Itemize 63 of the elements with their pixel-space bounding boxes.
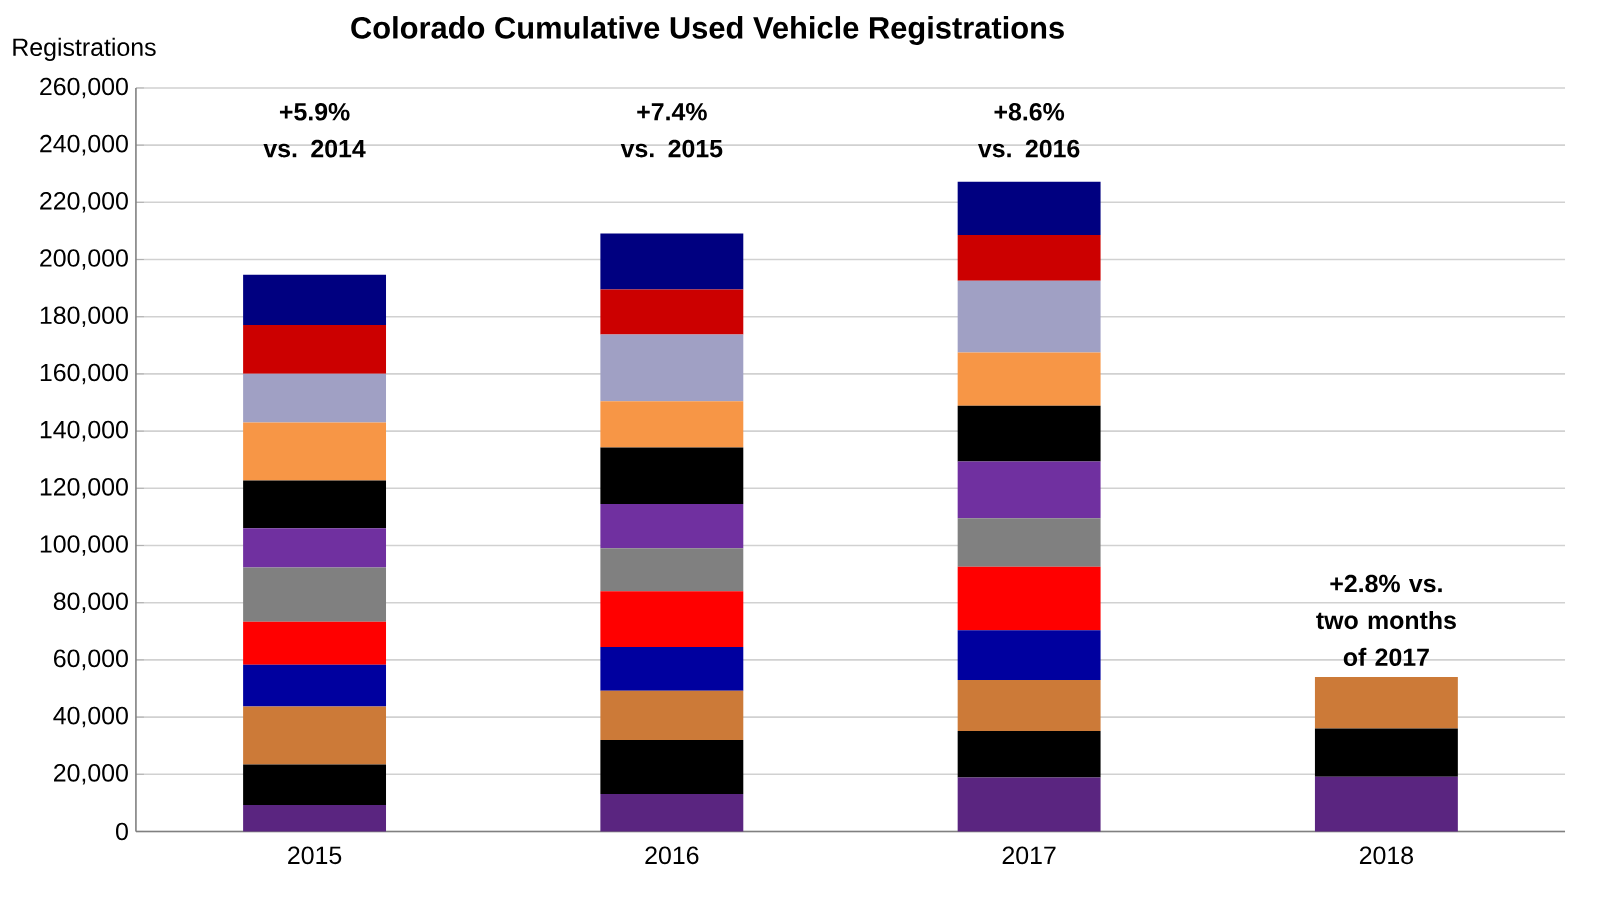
bar xyxy=(1314,776,1458,832)
bar xyxy=(1314,728,1458,777)
bar xyxy=(243,621,387,665)
bar xyxy=(957,352,1101,406)
bar xyxy=(243,706,387,765)
y-tick-label: 220,000 xyxy=(40,191,128,213)
x-tick-label: 2018 xyxy=(1359,846,1413,864)
bar xyxy=(957,518,1101,567)
x-tick-label: 2015 xyxy=(288,846,342,864)
bar xyxy=(600,447,744,504)
bar xyxy=(957,280,1101,353)
chart-title: Colorado Cumulative Used Vehicle Registrations xyxy=(351,15,1064,45)
y-tick-label: 60,000 xyxy=(54,649,128,670)
bar xyxy=(957,629,1101,680)
bar xyxy=(957,405,1101,462)
bar xyxy=(600,503,744,549)
bar xyxy=(243,274,387,325)
y-tick-label: 180,000 xyxy=(40,306,128,327)
y-tick-label: 200,000 xyxy=(40,249,128,270)
bar xyxy=(600,401,744,448)
bar xyxy=(1314,676,1458,729)
bar xyxy=(600,334,744,402)
bar xyxy=(600,289,744,335)
bar xyxy=(243,480,387,529)
y-tick-label: 0 xyxy=(116,822,128,841)
bar xyxy=(243,764,387,805)
y-tick-label: 40,000 xyxy=(53,706,128,728)
bar xyxy=(243,528,387,568)
bar xyxy=(600,233,744,290)
bar xyxy=(243,422,387,481)
bar xyxy=(600,739,744,794)
bar xyxy=(957,679,1101,731)
y-tick-label: 160,000 xyxy=(40,363,128,384)
y-axis-title: Registrations xyxy=(13,37,156,61)
y-tick-label: 140,000 xyxy=(40,420,128,442)
bar xyxy=(243,373,387,423)
bar xyxy=(243,324,387,374)
bar xyxy=(243,804,387,832)
y-tick-label: 20,000 xyxy=(54,763,128,785)
x-tick-label: 2017 xyxy=(1002,846,1056,864)
bar xyxy=(600,548,744,592)
bar xyxy=(957,181,1101,235)
bar xyxy=(957,566,1101,630)
y-tick-label: 120,000 xyxy=(40,477,128,499)
x-tick-label: 2016 xyxy=(645,846,699,864)
y-tick-label: 100,000 xyxy=(40,535,128,556)
y-tick-label: 240,000 xyxy=(40,134,128,156)
bar xyxy=(600,690,744,740)
bar xyxy=(957,730,1101,778)
annotation: +5.9% vs. 2014 xyxy=(263,102,366,158)
bar xyxy=(600,646,744,691)
y-tick-label: 260,000 xyxy=(40,77,128,99)
bar xyxy=(600,591,744,647)
bar xyxy=(957,777,1101,832)
bar xyxy=(243,664,387,707)
bar xyxy=(957,461,1101,519)
annotation: +2.8% vs. two months of 2017 xyxy=(1316,574,1456,666)
y-tick-label: 80,000 xyxy=(53,592,128,613)
annotation: +7.4% vs. 2015 xyxy=(620,102,723,158)
annotation: +8.6% vs. 2016 xyxy=(978,102,1080,158)
bar xyxy=(243,567,387,622)
bar xyxy=(600,793,744,832)
bar xyxy=(957,234,1101,281)
